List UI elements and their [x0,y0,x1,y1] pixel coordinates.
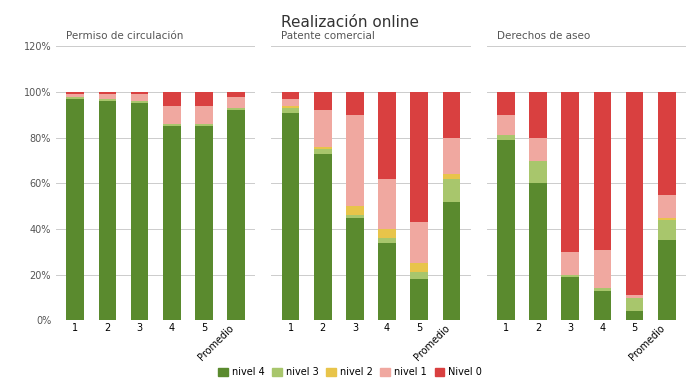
Bar [497,135,514,140]
Bar [314,110,332,147]
Bar [410,279,428,320]
Bar [529,161,547,183]
Bar [378,229,396,238]
Bar [282,113,300,320]
Bar [594,288,611,291]
Bar [378,238,396,243]
Bar [99,101,116,320]
Bar [66,94,84,96]
Bar [378,179,396,229]
Legend: nivel 4, nivel 3, nivel 2, nivel 1, Nivel 0: nivel 4, nivel 3, nivel 2, nivel 1, Nive… [214,363,486,381]
Bar [626,298,643,311]
Bar [529,183,547,320]
Bar [163,124,181,126]
Bar [626,92,643,295]
Bar [131,92,148,94]
Bar [658,218,676,220]
Bar [228,92,245,96]
Bar [410,273,428,279]
Bar [314,154,332,320]
Bar [346,92,364,115]
Bar [626,295,643,298]
Bar [346,206,364,215]
Bar [410,222,428,263]
Bar [561,275,579,277]
Bar [131,94,148,101]
Bar [410,92,428,222]
Bar [529,92,547,138]
Bar [163,126,181,320]
Bar [195,106,213,124]
Bar [378,92,396,179]
Bar [314,92,332,110]
Bar [658,195,676,218]
Bar [228,108,245,110]
Bar [195,124,213,126]
Bar [410,263,428,273]
Text: Derechos de aseo: Derechos de aseo [496,31,590,41]
Text: Permiso de circulación: Permiso de circulación [66,31,183,41]
Bar [529,138,547,161]
Bar [282,106,300,108]
Bar [561,277,579,320]
Bar [346,115,364,206]
Bar [561,252,579,275]
Bar [99,94,116,99]
Bar [195,92,213,106]
Bar [99,92,116,94]
Bar [282,108,300,113]
Bar [99,99,116,101]
Bar [497,140,514,320]
Bar [66,99,84,320]
Bar [442,174,460,179]
Bar [163,92,181,106]
Bar [442,179,460,201]
Bar [442,201,460,320]
Bar [561,92,579,252]
Bar [314,147,332,149]
Bar [594,92,611,250]
Bar [66,92,84,94]
Text: Realización online: Realización online [281,15,419,30]
Text: Patente comercial: Patente comercial [281,31,375,41]
Bar [163,106,181,124]
Bar [228,96,245,108]
Bar [131,101,148,103]
Bar [346,215,364,218]
Bar [626,311,643,320]
Bar [131,103,148,320]
Bar [658,220,676,240]
Bar [658,92,676,195]
Bar [594,250,611,288]
Bar [442,92,460,138]
Bar [658,240,676,320]
Bar [195,126,213,320]
Bar [594,291,611,320]
Bar [66,96,84,99]
Bar [442,138,460,174]
Bar [346,218,364,320]
Bar [314,149,332,154]
Bar [497,115,514,135]
Bar [497,92,514,115]
Bar [378,243,396,320]
Bar [282,99,300,106]
Bar [228,110,245,320]
Bar [282,92,300,99]
